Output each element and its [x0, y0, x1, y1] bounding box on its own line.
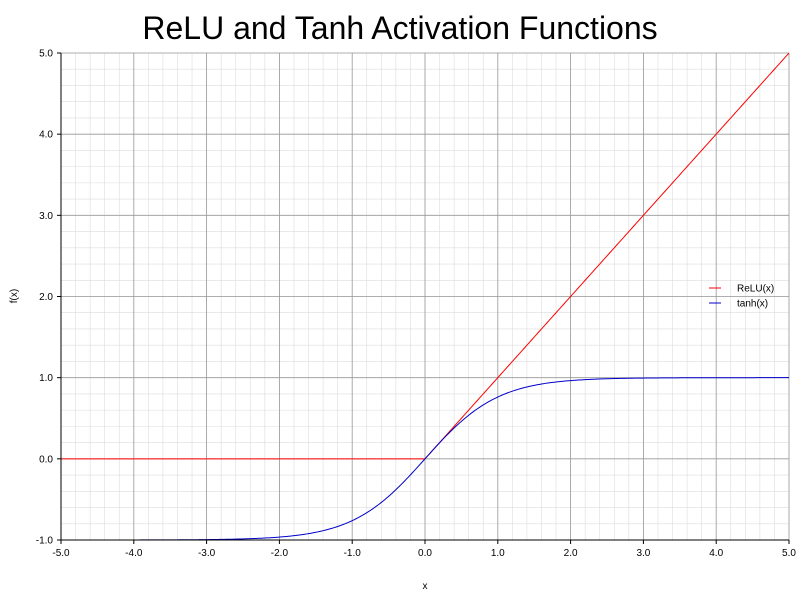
major-grid	[60, 52, 790, 541]
x-tick-label: -4.0	[125, 548, 143, 559]
axes	[57, 52, 790, 544]
y-tick-label: 4.0	[39, 130, 53, 141]
x-tick-label: -5.0	[52, 548, 70, 559]
x-tick-label: 3.0	[636, 548, 650, 559]
y-tick-labels: -1.0 0.0 1.0 2.0 3.0 4.0 5.0	[36, 49, 54, 547]
x-axis-label: x	[423, 581, 428, 592]
chart-title: ReLU and Tanh Activation Functions	[142, 10, 658, 46]
y-tick-label: 5.0	[39, 49, 53, 60]
x-tick-labels: -5.0 -4.0 -3.0 -2.0 -1.0 0.0 1.0 2.0 3.0 4.0 5.0	[52, 548, 796, 559]
x-tick-label: 4.0	[709, 548, 723, 559]
y-axis-label: f(x)	[9, 289, 20, 303]
y-tick-label: 0.0	[39, 454, 53, 465]
x-tick-label: 2.0	[564, 548, 578, 559]
y-tick-label: 1.0	[39, 373, 53, 384]
x-tick-label: -3.0	[198, 548, 216, 559]
legend-label-tanh: tanh(x)	[737, 299, 768, 310]
x-tick-label: 0.0	[418, 548, 432, 559]
y-tick-label: -1.0	[36, 536, 54, 547]
x-tick-label: 5.0	[782, 548, 796, 559]
legend-label-relu: ReLU(x)	[737, 284, 774, 295]
y-tick-label: 2.0	[39, 292, 53, 303]
x-tick-label: -1.0	[344, 548, 362, 559]
x-tick-label: 1.0	[491, 548, 505, 559]
x-tick-label: -2.0	[271, 548, 289, 559]
legend: ReLU(x) tanh(x)	[709, 284, 774, 310]
y-tick-label: 3.0	[39, 211, 53, 222]
